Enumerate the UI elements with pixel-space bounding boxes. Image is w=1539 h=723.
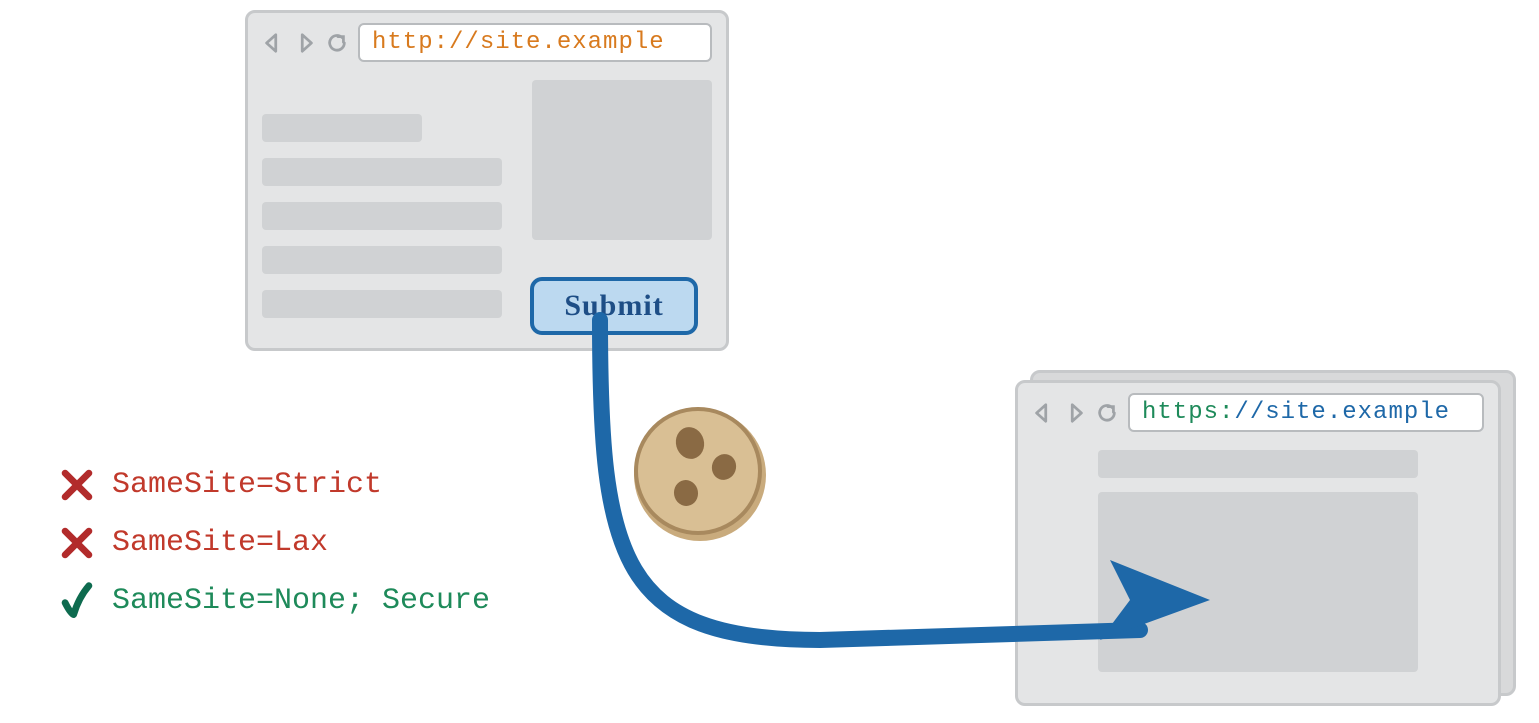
submit-button-label: Submit: [564, 289, 663, 323]
content-placeholder: [532, 80, 712, 240]
rule-label: SameSite=None; Secure: [112, 584, 490, 618]
submit-button[interactable]: Submit: [530, 277, 698, 335]
forward-icon: [294, 32, 316, 54]
page-content-http: Submit: [248, 70, 726, 363]
browser-window-http: http://site.example Submit: [245, 10, 729, 351]
content-placeholder: [262, 114, 422, 142]
browser-toolbar: https://site.example: [1018, 383, 1498, 440]
diagram-canvas: http://site.example Submit: [0, 0, 1539, 723]
address-bar-https: https://site.example: [1128, 393, 1484, 432]
check-icon: [60, 581, 94, 621]
content-placeholder: [262, 246, 502, 274]
reload-icon: [1096, 402, 1118, 424]
browser-toolbar: http://site.example: [248, 13, 726, 70]
content-placeholder: [1098, 450, 1418, 478]
browser-window-https: https://site.example: [1015, 380, 1501, 706]
cross-icon: [60, 465, 94, 505]
page-content-https: [1018, 440, 1498, 718]
address-bar-http: http://site.example: [358, 23, 712, 62]
cookie-icon: [620, 395, 780, 555]
cross-icon: [60, 523, 94, 563]
rule-label: SameSite=Lax: [112, 526, 328, 560]
samesite-rules-list: SameSite=Strict SameSite=Lax SameSite=No…: [60, 465, 490, 639]
url-scheme: https:: [1142, 399, 1234, 426]
url-host: //site.example: [1234, 399, 1450, 426]
rule-lax: SameSite=Lax: [60, 523, 490, 563]
reload-icon: [326, 32, 348, 54]
back-icon: [262, 32, 284, 54]
content-placeholder: [262, 158, 502, 186]
rule-label: SameSite=Strict: [112, 468, 382, 502]
content-placeholder: [262, 290, 502, 318]
rule-strict: SameSite=Strict: [60, 465, 490, 505]
back-icon: [1032, 402, 1054, 424]
forward-icon: [1064, 402, 1086, 424]
url-host: //site.example: [449, 29, 665, 56]
content-placeholder: [1098, 492, 1418, 672]
url-scheme: http:: [372, 29, 449, 56]
content-placeholder: [262, 202, 502, 230]
rule-none-secure: SameSite=None; Secure: [60, 581, 490, 621]
